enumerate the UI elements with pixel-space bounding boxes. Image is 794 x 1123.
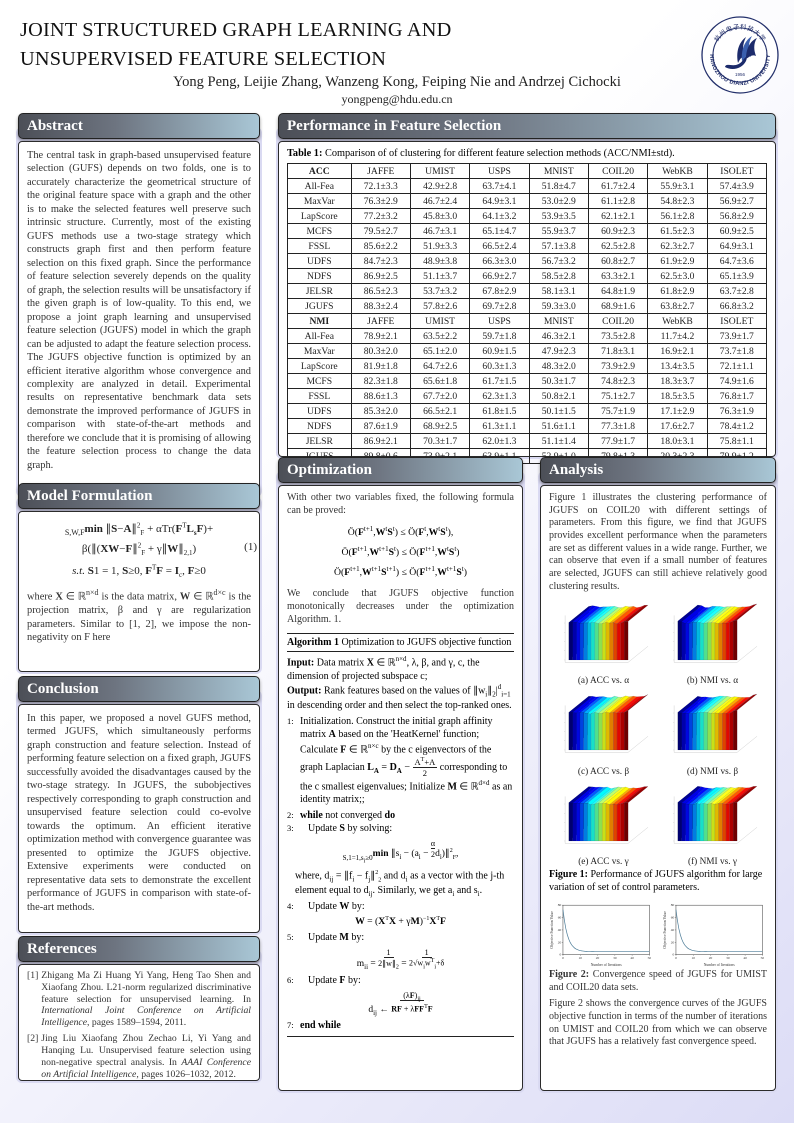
- svg-text:40: 40: [671, 928, 675, 932]
- svg-text:20: 20: [671, 940, 675, 944]
- svg-text:40: 40: [630, 955, 634, 959]
- svg-text:80: 80: [558, 903, 562, 907]
- svg-text:80: 80: [671, 903, 675, 907]
- svg-text:Number of Iterations: Number of Iterations: [591, 962, 622, 966]
- svg-text:1956: 1956: [735, 72, 746, 77]
- svg-text:40: 40: [558, 928, 562, 932]
- svg-text:Number of Iterations: Number of Iterations: [704, 962, 735, 966]
- svg-text:10: 10: [692, 955, 696, 959]
- svg-text:40: 40: [744, 955, 748, 959]
- svg-text:60: 60: [671, 915, 675, 919]
- svg-text:50: 50: [648, 955, 652, 959]
- svg-text:30: 30: [613, 955, 617, 959]
- svg-text:20: 20: [709, 955, 713, 959]
- svg-text:Objective Function Value: Objective Function Value: [550, 910, 554, 948]
- svg-text:0: 0: [673, 952, 675, 956]
- svg-text:0: 0: [559, 952, 561, 956]
- svg-text:Objective Function Value: Objective Function Value: [664, 910, 668, 948]
- svg-text:50: 50: [761, 955, 765, 959]
- svg-text:30: 30: [726, 955, 730, 959]
- svg-text:10: 10: [579, 955, 583, 959]
- svg-text:20: 20: [596, 955, 600, 959]
- svg-text:60: 60: [558, 915, 562, 919]
- svg-text:0: 0: [675, 955, 677, 959]
- svg-text:0: 0: [562, 955, 564, 959]
- svg-text:20: 20: [558, 940, 562, 944]
